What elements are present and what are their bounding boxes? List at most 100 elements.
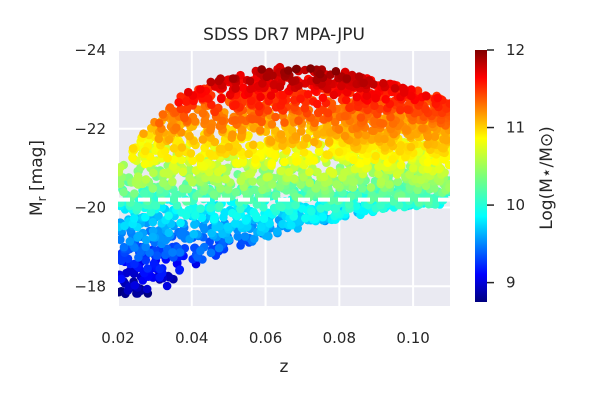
data-point: [291, 192, 301, 201]
data-point: [221, 174, 230, 184]
data-point: [164, 228, 174, 238]
data-point: [284, 167, 294, 177]
data-point: [265, 219, 274, 228]
data-point: [191, 210, 200, 220]
data-point: [296, 180, 306, 189]
data-point: [257, 222, 266, 232]
data-point: [299, 140, 309, 149]
data-point: [423, 157, 433, 167]
x-tick-label: 0.10: [396, 329, 429, 347]
data-point: [307, 207, 316, 216]
data-point: [423, 140, 433, 149]
data-point: [160, 146, 170, 156]
data-point: [337, 81, 346, 91]
data-point: [125, 237, 135, 246]
y-tick-label: −18: [74, 277, 106, 295]
data-point: [230, 219, 240, 228]
data-point: [430, 157, 440, 166]
data-point: [366, 195, 375, 204]
data-point: [214, 167, 223, 177]
data-point: [241, 216, 251, 225]
data-point: [334, 125, 344, 134]
colorbar-tick-labels: 9 10 11 12: [487, 41, 525, 292]
data-point: [388, 119, 398, 128]
data-point: [228, 74, 238, 83]
data-point: [217, 93, 226, 103]
data-point: [205, 237, 214, 246]
data-point: [374, 169, 383, 179]
data-point: [213, 174, 223, 184]
data-point: [139, 129, 148, 138]
data-point: [329, 90, 339, 100]
data-point: [386, 112, 395, 122]
data-point: [331, 67, 341, 76]
data-point: [205, 149, 215, 158]
data-point: [152, 251, 162, 260]
data-point: [141, 242, 150, 252]
data-point: [244, 149, 253, 159]
data-point: [266, 91, 276, 100]
data-point: [280, 118, 289, 127]
data-point: [139, 189, 149, 198]
data-point: [422, 91, 431, 101]
data-point: [340, 131, 350, 141]
data-point: [258, 185, 267, 195]
data-point: [197, 213, 207, 223]
data-point: [351, 137, 361, 146]
data-point: [370, 101, 379, 110]
colorbar-label: Log(M⋆/M⊙): [537, 126, 557, 230]
data-point: [407, 91, 416, 101]
data-point: [280, 157, 289, 167]
data-point: [349, 155, 358, 165]
data-point: [319, 172, 329, 182]
data-point: [342, 74, 352, 83]
data-point: [174, 98, 183, 107]
data-point: [388, 155, 397, 164]
data-point: [351, 201, 361, 211]
data-point: [362, 91, 372, 100]
y-tick-labels: −24 −22 −20 −18: [74, 41, 106, 295]
data-point: [299, 172, 308, 182]
data-point: [371, 93, 381, 103]
data-point: [258, 79, 267, 88]
data-point: [433, 93, 443, 103]
data-point: [396, 160, 406, 170]
data-point: [130, 243, 139, 252]
data-point: [262, 72, 272, 82]
data-point: [275, 82, 285, 92]
data-point: [318, 93, 328, 103]
data-point: [376, 200, 385, 210]
data-point: [276, 130, 286, 139]
data-points: [118, 62, 450, 299]
data-point: [198, 109, 208, 118]
data-point: [231, 84, 240, 93]
data-point: [232, 211, 242, 221]
data-point: [291, 200, 300, 210]
data-point: [246, 169, 256, 178]
data-point: [184, 87, 193, 97]
data-point: [376, 177, 386, 186]
data-point: [141, 235, 151, 245]
x-tick-label: 0.08: [323, 329, 356, 347]
data-point: [148, 226, 158, 236]
data-point: [284, 201, 293, 210]
data-point: [120, 221, 129, 231]
data-point: [247, 96, 256, 106]
data-point: [409, 163, 418, 173]
data-point: [206, 248, 216, 258]
data-point: [134, 231, 144, 240]
data-point: [196, 204, 205, 213]
data-point: [256, 177, 266, 187]
data-point: [198, 135, 208, 144]
data-point: [143, 264, 152, 273]
data-point: [206, 203, 215, 213]
data-point: [128, 153, 137, 162]
data-point: [237, 132, 246, 142]
data-point: [313, 130, 322, 139]
data-point: [344, 200, 354, 209]
data-point: [256, 92, 265, 102]
data-point: [163, 153, 172, 163]
data-point: [416, 175, 426, 185]
colorbar-tick-label: 12: [506, 41, 525, 59]
